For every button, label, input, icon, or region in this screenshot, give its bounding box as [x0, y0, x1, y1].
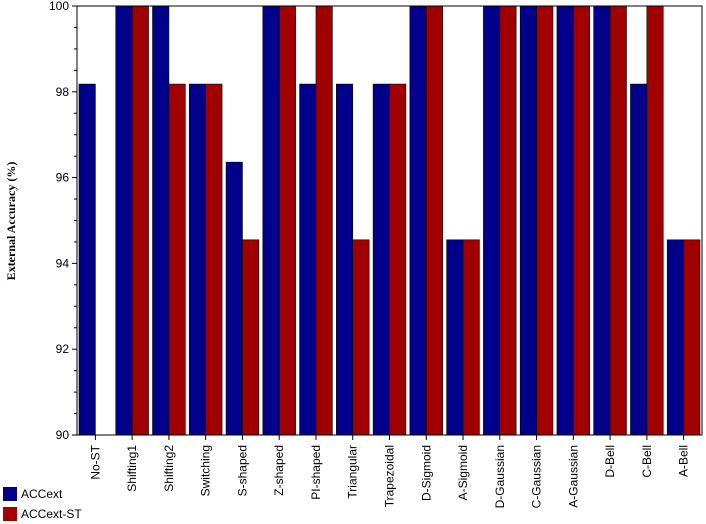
legend-swatch-accext — [3, 487, 17, 501]
bar-accext-a-gaussian — [556, 5, 574, 436]
bar-accext-switching — [188, 83, 206, 436]
legend-item-accext: ACCext — [3, 484, 82, 504]
legend-label-accext: ACCext — [21, 487, 63, 501]
y-tick-label: 92 — [56, 342, 70, 356]
legend-item-accext-st: ACCext-ST — [3, 504, 82, 524]
bar-accext-a-bell — [666, 239, 684, 436]
x-tick-label-c-bell: C-Bell — [640, 445, 654, 478]
x-tick-label-triangular: Triangular — [346, 445, 360, 499]
bar-accext-st-c-gaussian — [536, 5, 554, 436]
bar-accext-d-sigmoid — [409, 5, 427, 436]
legend: ACCext ACCext-ST — [3, 484, 82, 524]
y-tick-label: 100 — [49, 0, 69, 13]
bar-accext-d-gaussian — [483, 5, 501, 436]
bar-accext-triangular — [336, 83, 354, 436]
x-tick-label-shifting2: Shifting2 — [162, 445, 176, 492]
x-tick-label-a-gaussian: A-Gaussian — [566, 445, 580, 508]
bar-accext-shifting1 — [115, 5, 133, 436]
legend-swatch-accext-st — [3, 507, 17, 521]
x-tick-label-no-st: No-ST — [88, 444, 102, 479]
bar-accext-a-sigmoid — [446, 239, 464, 436]
y-tick-label: 98 — [56, 85, 70, 99]
bar-accext-st-z-shaped — [278, 5, 296, 436]
bar-accext-st-shifting2 — [168, 83, 186, 436]
bar-accext-shifting2 — [152, 5, 170, 436]
x-tick-label-a-sigmoid: A-Sigmoid — [456, 445, 470, 500]
x-tick-label-c-gaussian: C-Gaussian — [530, 445, 544, 508]
bar-accext-st-switching — [205, 83, 223, 436]
bar-accext-s-shaped — [225, 161, 243, 436]
bar-accext-st-d-sigmoid — [425, 5, 443, 436]
x-tick-label-trapezoidal: Trapezoidal — [383, 445, 397, 507]
y-axis-label: External Accuracy (%) — [4, 162, 18, 281]
bar-accext-d-bell — [593, 5, 611, 436]
bar-accext-st-a-bell — [683, 239, 701, 436]
bars-layer — [78, 5, 701, 436]
x-tick-label-d-gaussian: D-Gaussian — [493, 445, 507, 508]
bar-accext-st-pi-shaped — [315, 5, 333, 436]
x-tick-label-d-sigmoid: D-Sigmoid — [419, 445, 433, 501]
x-tick-label-d-bell: D-Bell — [603, 445, 617, 478]
y-tick-label: 94 — [56, 256, 70, 270]
y-axis: 90 92 94 96 98 100 — [49, 0, 77, 442]
bar-accext-st-triangular — [352, 239, 370, 436]
y-tick-label: 96 — [56, 171, 70, 185]
bar-accext-st-a-sigmoid — [462, 239, 480, 436]
bar-accext-c-gaussian — [519, 5, 537, 436]
bar-accext-st-a-gaussian — [573, 5, 591, 436]
x-tick-label-switching: Switching — [199, 445, 213, 496]
x-axis: No-ST Shifting1 Shifting2 Switching S-shaped… — [88, 435, 691, 508]
bar-accext-st-s-shaped — [242, 239, 260, 436]
bar-accext-st-d-bell — [609, 5, 627, 436]
bar-accext-z-shaped — [262, 5, 280, 436]
bar-accext-st-trapezoidal — [389, 83, 407, 436]
x-tick-label-z-shaped: Z-shaped — [272, 445, 286, 496]
y-tick-label: 90 — [56, 428, 70, 442]
x-tick-label-s-shaped: S-shaped — [235, 445, 249, 496]
legend-label-accext-st: ACCext-ST — [21, 507, 82, 521]
x-tick-label-a-bell: A-Bell — [677, 445, 691, 477]
bar-accext-st-shifting1 — [131, 5, 149, 436]
bar-accext-st-d-gaussian — [499, 5, 517, 436]
bar-accext-st-c-bell — [646, 5, 664, 436]
bar-accext-pi-shaped — [299, 83, 317, 436]
bar-accext-no-st — [78, 83, 96, 436]
x-tick-label-pi-shaped: PI-shaped — [309, 445, 323, 500]
bar-accext-trapezoidal — [372, 83, 390, 436]
x-tick-label-shifting1: Shifting1 — [125, 445, 139, 492]
bar-accext-c-bell — [630, 83, 648, 436]
